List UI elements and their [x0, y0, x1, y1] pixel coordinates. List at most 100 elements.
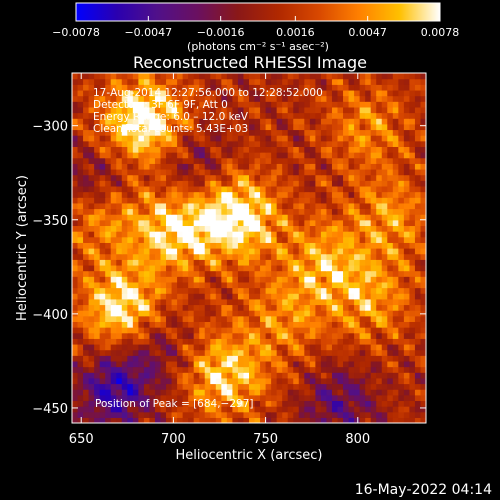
heatmap-cell — [381, 197, 388, 204]
heatmap-cell — [232, 293, 239, 300]
heatmap-cell — [287, 191, 294, 198]
heatmap-cell — [376, 225, 383, 232]
heatmap-cell — [298, 191, 305, 198]
heatmap-cell — [127, 202, 134, 210]
heatmap-cell — [232, 225, 239, 232]
heatmap-cell — [132, 95, 139, 102]
heatmap-cell — [260, 236, 267, 243]
heatmap-cell — [348, 95, 355, 102]
heatmap-cell — [77, 366, 84, 373]
heatmap-cell — [221, 332, 228, 339]
heatmap-cell — [188, 281, 195, 289]
heatmap-cell — [127, 95, 134, 102]
heatmap-cell — [381, 366, 388, 373]
heatmap-cell — [199, 406, 206, 413]
heatmap-cell — [409, 327, 416, 334]
heatmap-cell — [381, 400, 388, 407]
heatmap-cell — [127, 327, 134, 334]
heatmap-cell — [110, 411, 117, 418]
heatmap-cell — [237, 248, 245, 255]
heatmap-cell — [177, 135, 184, 142]
heatmap-cell — [226, 248, 234, 255]
heatmap-cell — [420, 315, 426, 322]
heatmap-cell — [354, 259, 361, 266]
heatmap-cell — [265, 406, 272, 413]
heatmap-cell — [188, 219, 195, 227]
heatmap-cell — [370, 157, 377, 164]
heatmap-cell — [276, 84, 283, 91]
heatmap-cell — [160, 225, 167, 232]
heatmap-cell — [154, 101, 162, 108]
heatmap-cell — [392, 383, 399, 390]
heatmap-cell — [121, 123, 128, 131]
heatmap-cell — [215, 293, 222, 300]
heatmap-cell — [260, 332, 267, 339]
heatmap-cell — [199, 140, 206, 147]
heatmap-cell — [94, 248, 101, 255]
heatmap-cell — [143, 411, 151, 418]
heatmap-cell — [403, 377, 411, 385]
heatmap-cell — [83, 112, 90, 119]
heatmap-cell — [414, 242, 422, 249]
heatmap-cell — [381, 140, 388, 147]
heatmap-cell — [359, 298, 366, 306]
heatmap-cell — [127, 355, 134, 362]
heatmap-cell — [204, 270, 211, 277]
heatmap-cell — [237, 231, 245, 238]
heatmap-cell — [132, 253, 139, 260]
heatmap-cell — [370, 276, 377, 283]
heatmap-cell — [232, 118, 239, 125]
heatmap-cell — [260, 327, 267, 334]
heatmap-cell — [226, 298, 234, 306]
heatmap-cell — [354, 406, 361, 413]
heatmap-cell — [354, 219, 361, 227]
heatmap-cell — [315, 84, 322, 91]
heatmap-cell — [315, 152, 322, 159]
heatmap-cell — [293, 259, 300, 266]
heatmap-cell — [392, 73, 399, 80]
heatmap-cell — [387, 73, 394, 80]
heatmap-cell — [127, 89, 134, 97]
heatmap-cell — [94, 417, 101, 423]
heatmap-cell — [116, 310, 123, 317]
heatmap-cell — [193, 343, 200, 351]
heatmap-cell — [193, 372, 200, 379]
heatmap-cell — [215, 95, 222, 102]
heatmap-cell — [171, 281, 178, 289]
heatmap-cell — [83, 242, 90, 249]
heatmap-cell — [254, 315, 261, 322]
heatmap-cell — [260, 106, 267, 114]
heatmap-cell — [88, 377, 95, 385]
heatmap-cell — [403, 89, 411, 97]
heatmap-cell — [249, 112, 256, 119]
heatmap-cell — [282, 146, 289, 153]
heatmap-cell — [143, 157, 151, 164]
heatmap-cell — [287, 157, 294, 164]
heatmap-cell — [188, 360, 195, 368]
heatmap-cell — [392, 78, 399, 85]
heatmap-cell — [138, 332, 145, 339]
heatmap-cell — [343, 293, 350, 300]
heatmap-cell — [154, 366, 162, 373]
heatmap-cell — [359, 140, 366, 147]
heatmap-cell — [188, 112, 195, 119]
heatmap-cell — [177, 417, 184, 423]
heatmap-cell — [381, 129, 388, 136]
heatmap-cell — [99, 248, 106, 255]
heatmap-cell — [199, 163, 206, 170]
heatmap-cell — [166, 276, 173, 283]
heatmap-cell — [287, 163, 294, 170]
heatmap-cell — [77, 270, 84, 277]
heatmap-cell — [110, 163, 117, 170]
heatmap-cell — [260, 112, 267, 119]
heatmap-cell — [127, 174, 134, 181]
heatmap-cell — [105, 383, 112, 390]
heatmap-cell — [365, 73, 372, 80]
heatmap-cell — [343, 219, 350, 227]
heatmap-cell — [99, 197, 106, 204]
heatmap-cell — [210, 219, 217, 227]
heatmap-cell — [293, 377, 300, 385]
heatmap-cell — [398, 349, 405, 356]
colorbar: −0.0078 −0.0047 −0.0016 0.0016 0.0047 0.0078 … — [52, 2, 459, 53]
heatmap-cell — [110, 287, 117, 294]
